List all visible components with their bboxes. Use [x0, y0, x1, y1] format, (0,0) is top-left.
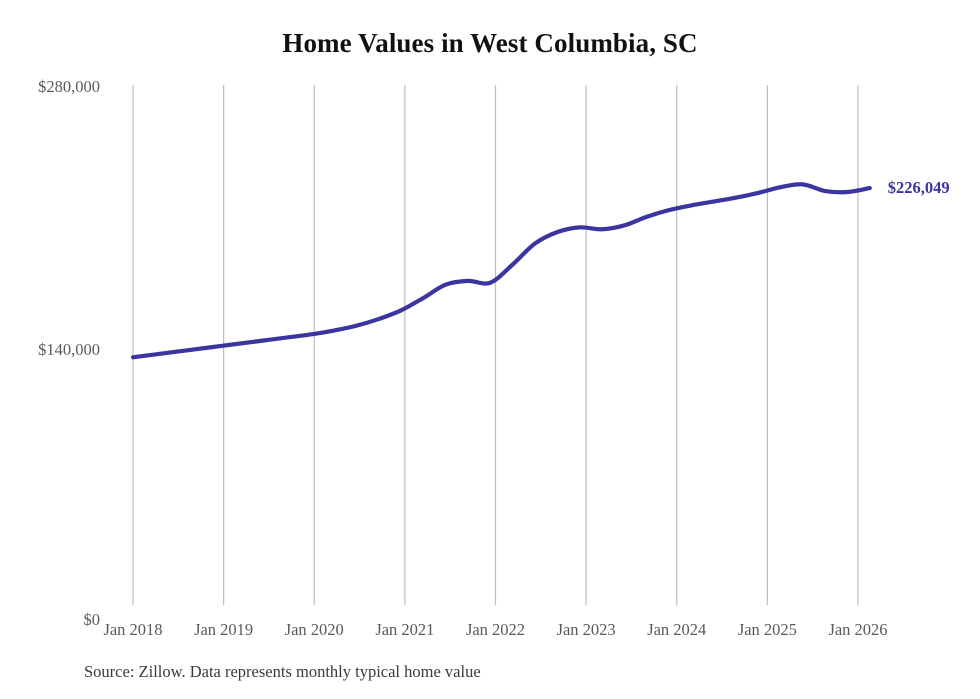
chart-title: Home Values in West Columbia, SC [282, 28, 698, 58]
x-axis-tick-3: Jan 2021 [375, 620, 435, 639]
y-axis-tick-top: $280,000 [38, 77, 100, 96]
x-axis-tick-2: Jan 2020 [284, 620, 344, 639]
y-axis-tick-mid: $140,000 [38, 340, 100, 359]
x-axis-tick-7: Jan 2025 [737, 620, 797, 639]
x-axis-tick-1: Jan 2019 [194, 620, 254, 639]
value-line-path [130, 182, 872, 360]
x-axis-tick-5: Jan 2023 [556, 620, 616, 639]
end-value-annotation: $226,049 [887, 178, 950, 198]
y-axis-tick-bottom: $0 [83, 610, 101, 629]
x-axis-tick-0: Jan 2018 [103, 620, 163, 639]
x-axis-tick-6: Jan 2024 [647, 620, 707, 639]
x-axis-tick-8: Jan 2026 [828, 620, 888, 639]
x-axis-tick-4: Jan 2022 [465, 620, 526, 639]
source-footnote: Source: Zillow. Data represents monthly … [84, 662, 481, 681]
